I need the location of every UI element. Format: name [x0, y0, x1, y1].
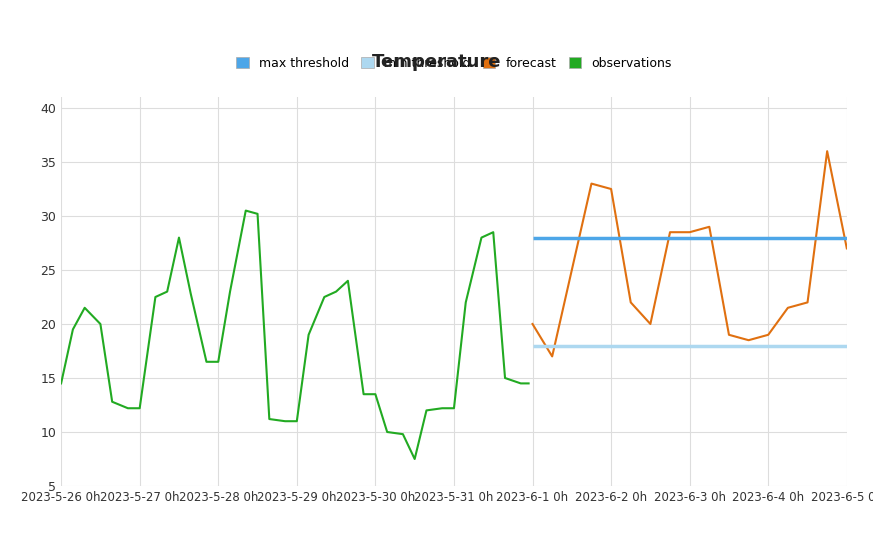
Legend: max threshold, min threshold, forecast, observations: max threshold, min threshold, forecast, …: [232, 53, 676, 73]
Text: Temperature: Temperature: [372, 53, 501, 71]
